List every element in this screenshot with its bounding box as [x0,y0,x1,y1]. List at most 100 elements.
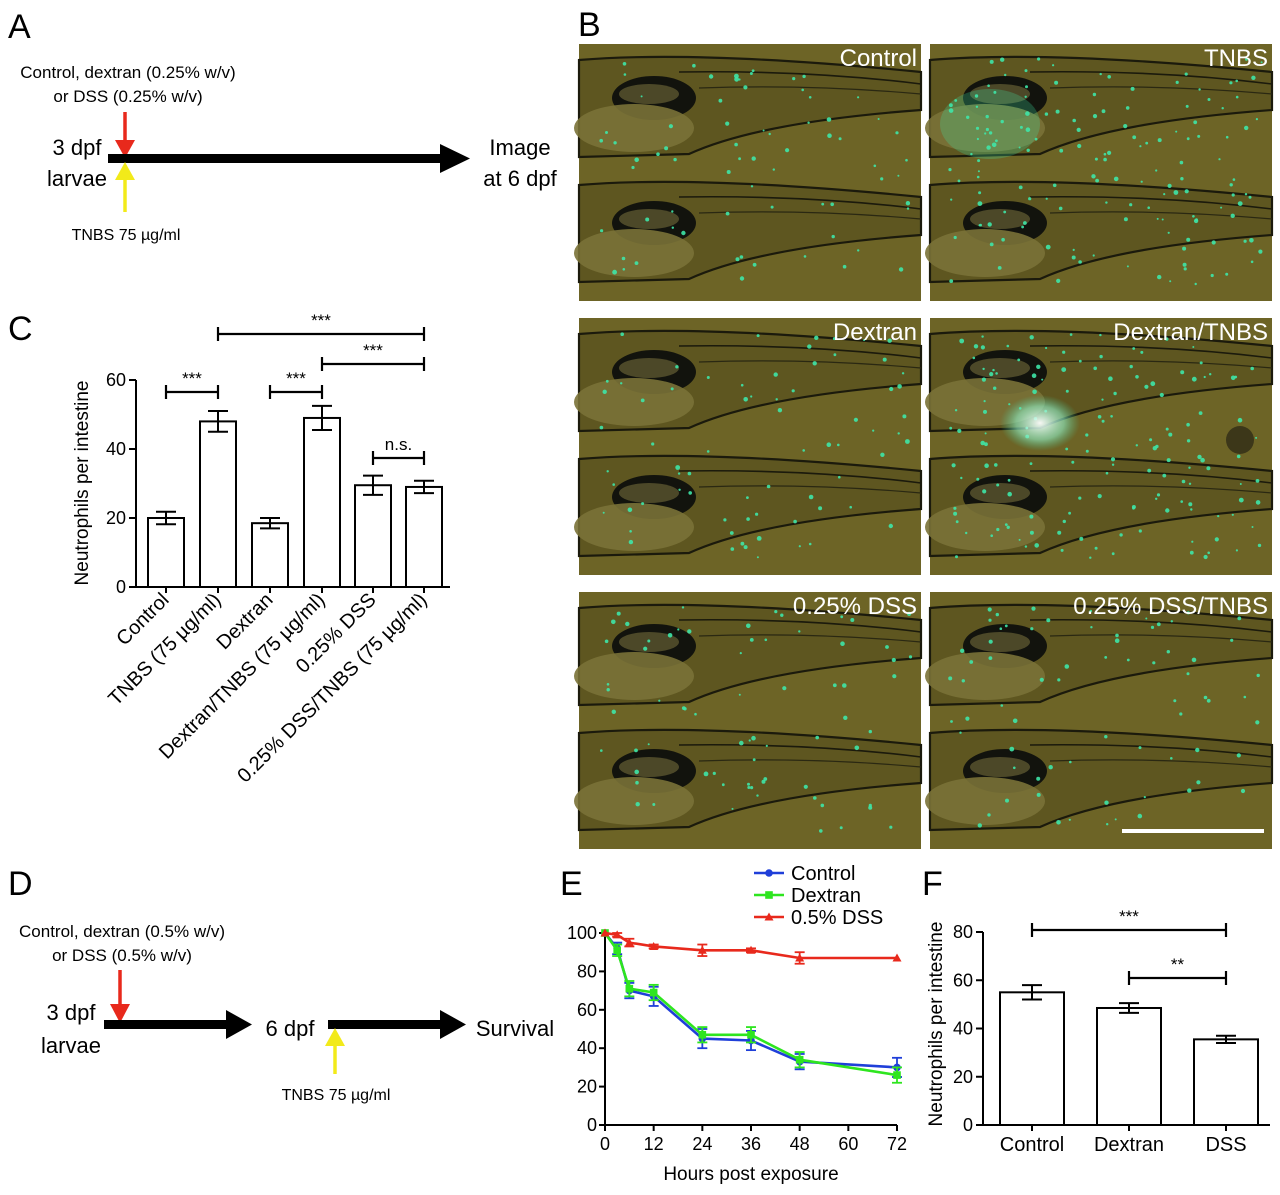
larva-yolk [574,378,694,426]
neutrophil-dot [1029,514,1034,519]
neutrophil-dot [1129,203,1133,207]
neutrophil-dot [1076,127,1081,132]
neutrophil-dot [1166,650,1171,654]
neutrophil-dot [982,367,985,371]
x-tick-label: 60 [838,1134,858,1154]
series-line [603,932,898,1077]
neutrophil-dot [965,716,970,721]
larva-yolk [925,104,1045,152]
neutrophil-dot [1175,80,1179,84]
neutrophil-dot [775,398,778,401]
neutrophil-dot [953,511,958,516]
neutrophil-dot [1179,160,1184,165]
neutrophil-dot [1255,436,1258,439]
neutrophil-dot [740,383,744,387]
neutrophil-dot [1186,237,1191,242]
neutrophil-dot [677,628,680,631]
neutrophil-dot [959,338,965,344]
neutrophil-dot [898,267,904,272]
micrograph-tile: TNBS [925,44,1274,301]
neutrophil-dot [1231,513,1234,516]
significance-label: *** [182,369,202,388]
neutrophil-dot [1173,699,1177,703]
panel-e-line-chart: 0 20 40 60 80 100 0 12 24 36 48 60 72 Hours post expo… [567,863,907,1185]
neutrophil-dot [1023,221,1027,225]
neutrophil-dot [1001,237,1005,242]
red-arrow-icon [115,140,135,158]
neutrophil-dot [1045,346,1048,350]
neutrophil-dot [994,463,998,467]
neutrophil-dot [1230,638,1234,642]
neutrophil-dot [1143,796,1146,799]
neutrophil-dot [761,779,766,784]
neutrophil-dot [762,129,765,132]
data-point [649,941,659,950]
fluorescent-haze [940,89,1040,159]
neutrophil-dot [908,655,913,659]
x-tick-label: 24 [692,1134,712,1154]
neutrophil-dot [857,249,860,252]
neutrophil-dot [791,389,795,393]
neutrophil-dot [635,780,639,785]
data-point [625,984,634,993]
neutrophil-dot [739,652,742,655]
neutrophil-dot [764,638,768,642]
neutrophil-dot [1203,375,1206,379]
neutrophil-dot [838,137,842,141]
neutrophil-dot [850,618,855,622]
y-tick-label: 0 [587,1115,597,1135]
neutrophil-dot [1031,606,1036,611]
neutrophil-dot [1018,538,1021,541]
neutrophil-dot [1239,483,1242,485]
neutrophil-dot [688,491,692,495]
neutrophil-dot [1188,466,1191,469]
neutrophil-dot [1229,183,1233,187]
neutrophil-dot [1186,137,1190,141]
neutrophil-dot [1207,98,1211,101]
neutrophil-dot [1191,376,1197,382]
neutrophil-dot [621,256,626,261]
neutrophil-dot [1255,500,1261,505]
neutrophil-dot [1149,438,1153,442]
neutrophil-dot [989,372,994,377]
neutrophil-dot [988,131,993,135]
neutrophil-dot [785,148,790,153]
larva-notochord [1029,618,1273,633]
panel-b-microscopy-grid: Control TNBS Dextran Dextran/TNBS 0.25% DSS 0… [574,44,1274,849]
neutrophil-dot [1105,201,1108,204]
neutrophil-dot [1007,478,1011,482]
neutrophil-dot [1193,218,1199,224]
neutrophil-dot [1234,375,1238,379]
neutrophil-dot [1188,482,1192,485]
data-point [600,928,610,937]
panel-a-tnbs: TNBS 75 µg/ml [72,227,181,244]
neutrophil-dot [671,226,674,229]
neutrophil-dot [1237,417,1243,423]
neutrophil-dot [1036,776,1041,781]
neutrophil-dot [999,627,1003,630]
neutrophil-dot [1169,280,1172,283]
neutrophil-dot [1019,125,1023,129]
neutrophil-dot [802,74,806,79]
neutrophil-dot [1180,370,1185,375]
neutrophil-dot [1006,344,1010,348]
neutrophil-dot [1248,195,1252,199]
neutrophil-dot [813,796,817,800]
neutrophil-dot [982,489,987,494]
neutrophil-dot [831,234,835,239]
neutrophil-dot [1260,61,1263,64]
neutrophil-dot [1110,415,1113,418]
neutrophil-dot [634,748,638,753]
neutrophil-dot [766,484,771,489]
neutrophil-dot [969,660,974,664]
timeline-arrowhead-icon-d1 [226,1010,252,1039]
neutrophil-dot [605,131,608,134]
panel-a-end-line2: at 6 dpf [483,166,557,191]
neutrophil-dot [1210,273,1214,278]
legend-marker [765,891,773,899]
larva-muscle-line [698,634,922,643]
larva-bladder-highlight [619,84,679,104]
neutrophil-dot [1255,479,1260,483]
neutrophil-dot [1206,698,1211,703]
